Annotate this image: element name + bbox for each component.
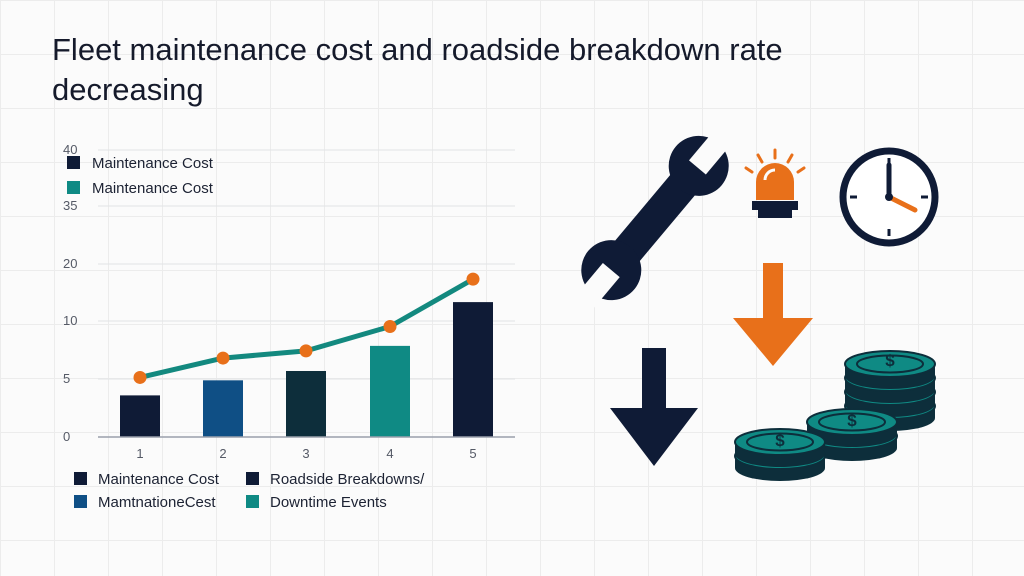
legend-label-roadside-breakdowns: Roadside Breakdowns/ [270,471,425,488]
line-series [133,272,480,384]
legend-label-downtime-events: Downtime Events [270,494,387,511]
x-tick-label: 2 [219,446,226,461]
coin-dollar-sign: $ [847,411,857,430]
x-tick-label: 4 [386,446,393,461]
trend-line [139,276,475,380]
inset-legend-label-1: Maintenance Cost [92,155,214,172]
legend-label-maintenance-cost: Maintenance Cost [98,471,220,488]
trend-point [299,344,313,358]
coin-stack-icon: $ $ $ [734,350,936,481]
bottom-legend: Maintenance Cost Roadside Breakdowns/ Ma… [74,471,425,511]
coin-dollar-sign: $ [885,351,895,370]
x-axis-ticks: 1 2 3 4 5 [136,446,476,461]
bar [120,395,160,437]
trend-point [383,320,397,334]
trend-point [466,272,480,286]
x-tick-label: 3 [302,446,309,461]
inset-legend-swatch-teal [67,181,80,194]
y-tick-label: 5 [63,371,70,386]
y-tick-label: 35 [63,198,77,213]
y-tick-label: 0 [63,429,70,444]
clock-icon [839,147,939,247]
legend-swatch-downtime [246,495,259,508]
bar [203,380,243,437]
legend-swatch-maintenance-navy [74,472,87,485]
y-tick-label: 40 [63,142,77,157]
chart-title: Fleet maintenance cost and roadside brea… [52,32,783,107]
legend-swatch-maintenance-blue [74,495,87,508]
down-arrow-orange-icon [733,263,813,366]
x-tick-label: 5 [469,446,476,461]
bar [370,345,410,437]
legend-label-maintenance-cost-2: MamtnationeCest [98,494,216,511]
inset-legend: Maintenance Cost Maintenance Cost [67,155,214,197]
bar-series [120,302,493,437]
coin-dollar-sign: $ [775,431,785,450]
trend-point [133,370,147,384]
x-tick-label: 1 [136,446,143,461]
inset-legend-swatch-navy [67,156,80,169]
y-tick-label: 10 [63,313,77,328]
warning-beacon-icon [744,148,806,218]
bar [286,370,326,437]
inset-legend-label-2: Maintenance Cost [92,180,214,197]
bar [453,302,493,437]
wrench-icon [574,126,735,311]
y-axis-ticks: 0 5 10 20 35 40 [63,142,77,444]
trend-point [216,351,230,365]
down-arrow-navy-icon [610,348,698,466]
y-tick-label: 20 [63,256,77,271]
legend-swatch-breakdowns [246,472,259,485]
